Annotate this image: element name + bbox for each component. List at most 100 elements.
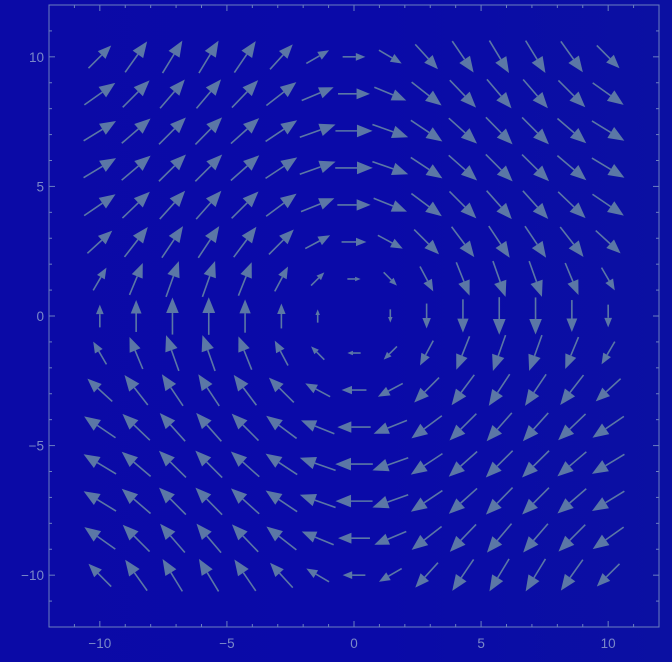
vector-arrow	[165, 335, 180, 372]
vector-arrow	[451, 40, 474, 73]
vector-arrow	[158, 450, 187, 479]
tick-marks	[48, 4, 660, 628]
vector-arrow	[338, 532, 370, 544]
vector-arrow	[87, 378, 113, 403]
vector-arrow	[595, 378, 622, 402]
vector-arrow	[266, 526, 297, 551]
vector-arrow	[230, 451, 260, 478]
x-tick-label: −5	[219, 636, 234, 651]
vector-arrow	[338, 88, 370, 100]
vector-arrow	[311, 346, 325, 361]
y-tick-label: −5	[29, 439, 44, 454]
vector-arrow	[238, 336, 253, 370]
vector-arrow	[372, 160, 409, 176]
vector-arrow	[377, 234, 403, 249]
vector-arrow	[195, 487, 223, 516]
vector-arrow	[121, 451, 152, 478]
vector-arrow	[492, 297, 506, 335]
vector-arrow	[233, 226, 257, 258]
vector-arrow	[86, 230, 113, 254]
vector-arrow	[121, 155, 151, 181]
vector-arrow	[422, 303, 431, 329]
vector-arrow	[486, 412, 513, 442]
vector-arrow	[525, 558, 547, 592]
vector-arrow	[448, 190, 477, 219]
vector-arrow	[378, 567, 403, 582]
vector-arrow	[194, 117, 223, 145]
vector-arrow	[342, 571, 366, 580]
vector-arrow	[560, 40, 583, 73]
x-tick-label: 5	[477, 636, 485, 651]
vector-arrow	[233, 41, 256, 73]
vector-arrow	[124, 41, 148, 73]
vector-arrow	[83, 158, 117, 179]
vector-arrow	[488, 225, 510, 258]
vector-arrow	[196, 412, 222, 442]
vector-arrow	[383, 345, 398, 360]
vector-arrow	[485, 116, 513, 145]
vector-arrow	[374, 530, 407, 545]
vector-arrow	[265, 453, 298, 476]
vector-arrow	[239, 299, 251, 333]
vector-arrow	[557, 79, 586, 108]
vector-arrow	[556, 117, 587, 144]
vector-arrow	[230, 118, 260, 145]
vector-arrow	[84, 416, 116, 439]
vector-arrow	[489, 558, 510, 592]
vector-arrow	[299, 123, 336, 139]
vector-arrow	[377, 382, 404, 397]
vector-arrow	[195, 79, 222, 109]
vector-arrow	[306, 568, 330, 583]
vector-arrow	[92, 267, 107, 291]
vector-arrow	[87, 45, 112, 69]
y-tick-label: −10	[21, 568, 44, 583]
vector-arrow	[83, 82, 116, 106]
vector-arrow	[522, 78, 548, 109]
vector-arrow	[299, 160, 336, 175]
vector-arrow	[84, 527, 116, 550]
vector-arrow	[277, 303, 286, 329]
vector-arrow	[524, 225, 547, 258]
vector-arrow	[83, 491, 117, 512]
vector-arrow	[201, 261, 216, 298]
vector-arrow	[488, 373, 511, 406]
plot-frame	[48, 4, 660, 628]
vector-arrow	[201, 335, 216, 372]
vector-arrow	[521, 153, 550, 182]
vector-arrow	[83, 120, 117, 142]
vector-arrow	[451, 374, 475, 406]
vector-arrow	[159, 79, 185, 109]
vector-arrow	[337, 199, 371, 211]
vector-arrow	[457, 299, 469, 333]
vector-arrow	[450, 226, 475, 258]
vector-arrow	[456, 336, 471, 370]
vector-arrow	[233, 374, 258, 406]
vector-arrow	[372, 457, 409, 472]
y-tick-label: 5	[36, 179, 44, 194]
x-tick-labels: −10 −5 0 5 10	[88, 636, 615, 651]
vector-arrow	[410, 452, 443, 475]
vector-arrow	[274, 266, 289, 292]
vector-arrow	[559, 226, 584, 257]
vector-arrow	[410, 192, 442, 217]
vector-arrow	[448, 154, 478, 181]
vector-arrow	[122, 413, 151, 441]
vector-arrow	[449, 79, 477, 108]
vector-arrow	[158, 154, 186, 182]
vector-arrow	[305, 383, 331, 398]
vector-arrow	[310, 272, 325, 287]
arrow-layer	[83, 40, 625, 592]
vector-arrow	[604, 304, 613, 328]
vector-arrow	[557, 488, 587, 514]
vector-arrow	[523, 523, 549, 553]
vector-arrow	[448, 450, 478, 477]
vector-arrow	[522, 450, 550, 478]
vector-arrow	[592, 526, 625, 550]
vector-arrow	[202, 297, 216, 335]
vector-arrow	[337, 421, 371, 433]
vector-arrow	[335, 494, 373, 508]
vector-arrow	[591, 490, 625, 512]
vector-arrow	[124, 375, 149, 406]
vector-arrow	[265, 82, 297, 107]
vector-arrow	[231, 524, 259, 553]
